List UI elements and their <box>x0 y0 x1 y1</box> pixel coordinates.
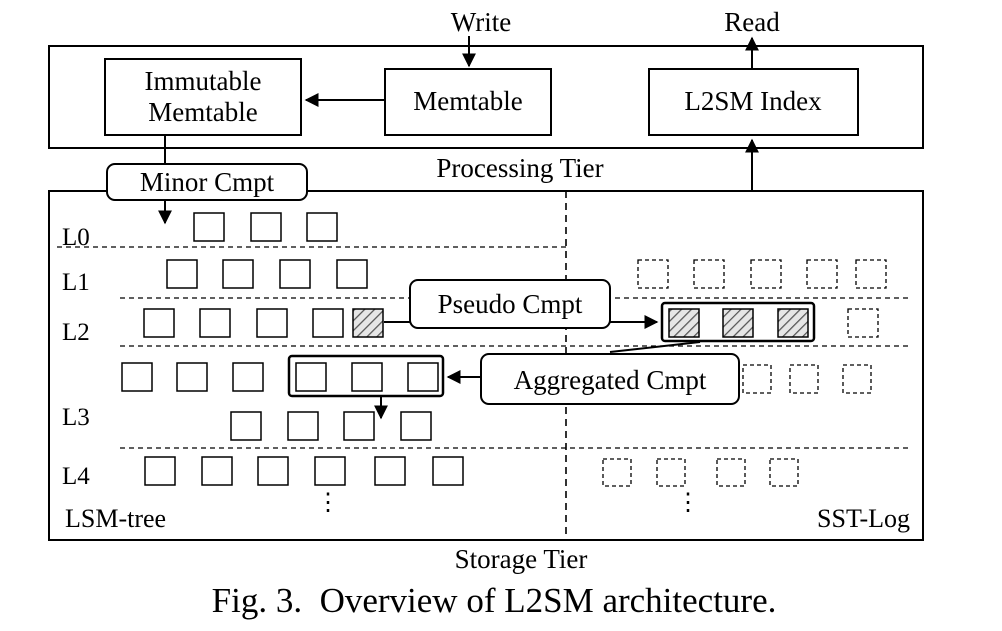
l1-sst-group <box>166 259 368 289</box>
storage-tier-label: Storage Tier <box>455 544 588 574</box>
log-sst-file <box>693 259 725 289</box>
sst-file <box>314 456 346 486</box>
sst-file <box>250 212 282 242</box>
log-sst-file <box>637 259 669 289</box>
pseudo-cmpt-source-sst <box>352 308 384 338</box>
log-sst-file <box>742 364 772 394</box>
sst-log-ellipsis: ⋮ <box>676 490 700 516</box>
sst-file <box>199 308 231 338</box>
sst-file <box>295 362 327 392</box>
sst-file <box>351 362 383 392</box>
figure-caption: Fig. 3. Overview of L2SM architecture. <box>212 581 777 620</box>
level-label-l1: L1 <box>62 269 90 296</box>
sst-file <box>143 308 175 338</box>
log-sst-file <box>602 458 632 487</box>
minor-cmpt-callout <box>106 163 308 201</box>
l1-sst-log-group <box>637 259 887 289</box>
sst-file <box>312 308 344 338</box>
sst-file <box>222 259 254 289</box>
log-sst-file <box>716 458 746 487</box>
hatched-sst-file <box>668 308 700 338</box>
sst-file <box>232 362 264 392</box>
l3-sst-group-upper <box>121 362 264 392</box>
sst-file <box>230 411 262 441</box>
level-label-l0: L0 <box>62 224 90 251</box>
immutable-memtable-label-line2: Memtable <box>148 97 257 127</box>
sst-file <box>287 411 319 441</box>
log-sst-file <box>855 259 887 289</box>
sst-file <box>144 456 176 486</box>
read-label: Read <box>724 7 780 37</box>
l2-sst-group <box>143 308 384 338</box>
l4-sst-log-group <box>602 458 799 487</box>
pseudo-cmpt-label: Pseudo Cmpt <box>438 289 583 319</box>
log-sst-file <box>847 308 879 338</box>
immutable-memtable-label-line1: Immutable <box>145 66 262 96</box>
memtable-box <box>384 68 552 136</box>
sst-file <box>432 456 464 486</box>
l2sm-index-label: L2SM Index <box>684 86 822 116</box>
memtable-label: Memtable <box>413 86 522 116</box>
level-label-l3: L3 <box>62 404 90 431</box>
sst-file <box>306 212 338 242</box>
log-sst-file <box>656 458 686 487</box>
processing-tier-label: Processing Tier <box>436 153 603 183</box>
write-label: Write <box>451 7 511 37</box>
sst-file <box>400 411 432 441</box>
processing-tier-box <box>48 45 924 149</box>
sst-file <box>343 411 375 441</box>
sst-file <box>121 362 153 392</box>
hatched-sst-file <box>777 308 809 338</box>
sst-file <box>407 362 439 392</box>
sst-file <box>279 259 311 289</box>
aggregated-cmpt-callout <box>480 353 740 405</box>
immutable-memtable-box <box>104 58 302 136</box>
sst-file <box>257 456 289 486</box>
log-sst-file <box>769 458 799 487</box>
sst-file <box>336 259 368 289</box>
storage-tier-box <box>48 190 924 541</box>
lsm-tree-ellipsis: ⋮ <box>316 490 340 516</box>
sst-file <box>256 308 288 338</box>
l3-sst-log-group <box>742 364 872 394</box>
sst-file <box>374 456 406 486</box>
aggregated-cmpt-label: Aggregated Cmpt <box>514 365 707 395</box>
sst-file <box>166 259 198 289</box>
l0-sst-group <box>193 212 338 242</box>
l3-sst-group-lower <box>230 411 432 441</box>
l4-sst-group <box>144 456 464 486</box>
level-label-l4: L4 <box>62 463 90 490</box>
sst-file <box>176 362 208 392</box>
l2sm-index-box <box>648 68 859 136</box>
log-sst-file <box>806 259 838 289</box>
sst-file <box>201 456 233 486</box>
log-sst-file <box>842 364 872 394</box>
minor-cmpt-label: Minor Cmpt <box>140 167 275 197</box>
hatched-sst-file <box>722 308 754 338</box>
level-label-l2: L2 <box>62 319 90 346</box>
log-sst-file <box>750 259 782 289</box>
lsm-tree-label: LSM-tree <box>65 504 166 533</box>
sst-log-label: SST-Log <box>817 504 910 533</box>
pseudo-cmpt-callout <box>409 279 611 329</box>
sst-file <box>193 212 225 242</box>
log-sst-file <box>789 364 819 394</box>
aggregated-cmpt-source-line <box>609 341 701 353</box>
